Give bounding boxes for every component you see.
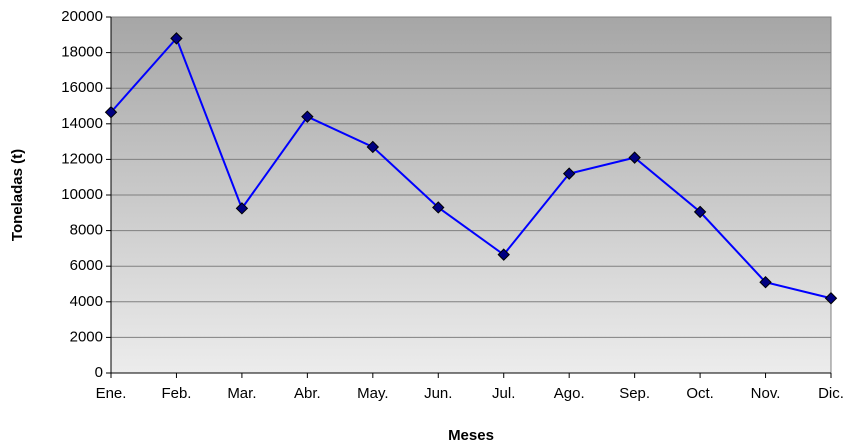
data-point <box>366 140 380 154</box>
x-tick-label: Feb. <box>161 385 191 402</box>
x-axis-title: Meses <box>448 427 494 444</box>
data-point <box>759 276 772 289</box>
data-point <box>170 32 183 45</box>
y-axis-title: Toneladas (t) <box>9 149 26 241</box>
x-tick-label: Ago. <box>554 385 585 402</box>
data-point <box>693 205 707 219</box>
data-point <box>497 248 510 261</box>
y-tick-label: 8000 <box>70 222 103 239</box>
y-tick-label: 12000 <box>61 150 103 167</box>
data-line <box>110 36 832 300</box>
y-tick-label: 0 <box>95 364 103 381</box>
x-tick-label: Oct. <box>686 385 714 402</box>
x-tick-label: Jun. <box>424 385 452 402</box>
x-tick-label: May. <box>357 385 388 402</box>
y-tick-label: 10000 <box>61 186 103 203</box>
x-tick-label: Jul. <box>492 385 515 402</box>
y-tick-label: 16000 <box>61 79 103 96</box>
x-tick-label: Abr. <box>294 385 321 402</box>
data-point <box>628 151 641 164</box>
data-point <box>432 201 445 214</box>
data-point <box>301 110 314 123</box>
data-point <box>824 292 838 305</box>
y-tick-label: 20000 <box>61 8 103 25</box>
y-tick-label: 14000 <box>61 115 103 132</box>
x-tick-label: Nov. <box>751 385 781 402</box>
x-tick-label: Mar. <box>227 385 256 402</box>
data-point <box>562 167 576 180</box>
data-point <box>104 106 118 119</box>
y-tick-label: 4000 <box>70 293 103 310</box>
data-point <box>235 202 249 215</box>
y-tick-label: 18000 <box>61 44 103 61</box>
x-tick-label: Dic. <box>818 385 844 402</box>
x-tick-label: Ene. <box>96 385 127 402</box>
y-tick-label: 2000 <box>70 328 103 345</box>
y-tick-label: 6000 <box>70 257 103 274</box>
x-tick-label: Sep. <box>619 385 650 402</box>
